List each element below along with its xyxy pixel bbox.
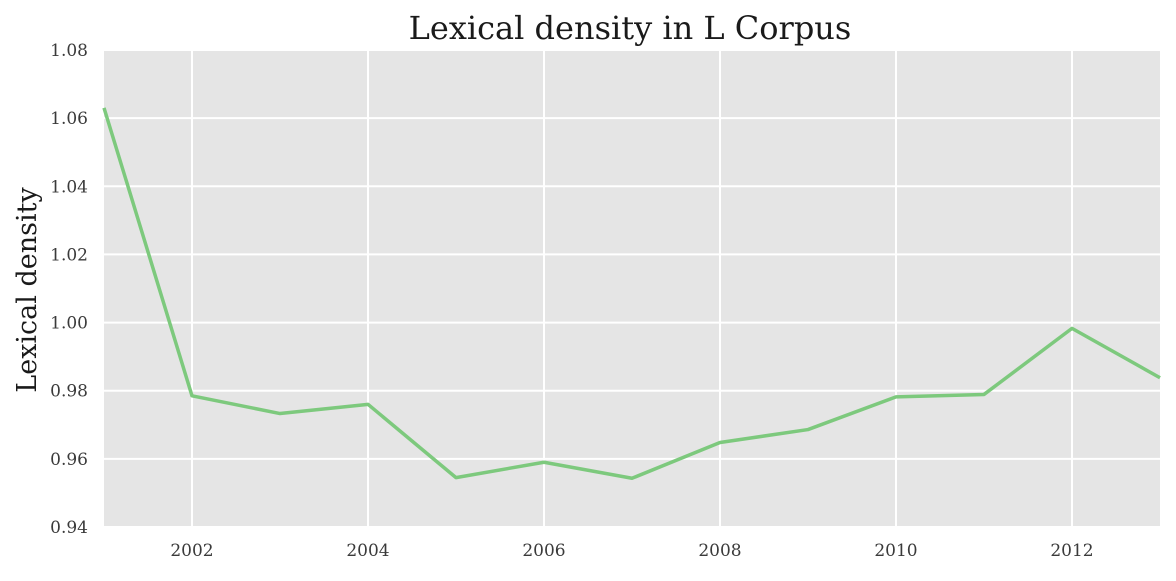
x-tick-label: 2002: [170, 541, 213, 561]
y-tick-label: 1.02: [50, 245, 88, 265]
plot-area: [104, 50, 1160, 527]
x-tick-label: 2008: [698, 541, 741, 561]
y-tick-label: 0.94: [50, 518, 88, 538]
x-tick-label: 2004: [346, 541, 389, 561]
y-tick-label: 1.06: [50, 109, 88, 129]
x-tick-label: 2010: [874, 541, 917, 561]
y-tick-label: 1.00: [50, 314, 88, 334]
x-axis-ticks: 2002 2004 2006 2008 2010 2012: [170, 541, 1093, 561]
y-tick-label: 1.04: [50, 177, 88, 197]
x-tick-label: 2006: [522, 541, 565, 561]
y-axis-label: Lexical density: [12, 187, 43, 393]
grid: [104, 49, 1160, 528]
y-tick-label: 0.96: [50, 450, 88, 470]
x-tick-label: 2012: [1050, 541, 1093, 561]
y-tick-label: 1.08: [50, 41, 88, 61]
y-tick-label: 0.98: [50, 382, 88, 402]
y-axis-ticks: 0.94 0.96 0.98 1.00 1.02 1.04 1.06 1.08: [50, 41, 88, 538]
series-layer: [102, 107, 1161, 481]
series-line: [102, 107, 1161, 481]
chart-title: Lexical density in L Corpus: [409, 9, 852, 47]
